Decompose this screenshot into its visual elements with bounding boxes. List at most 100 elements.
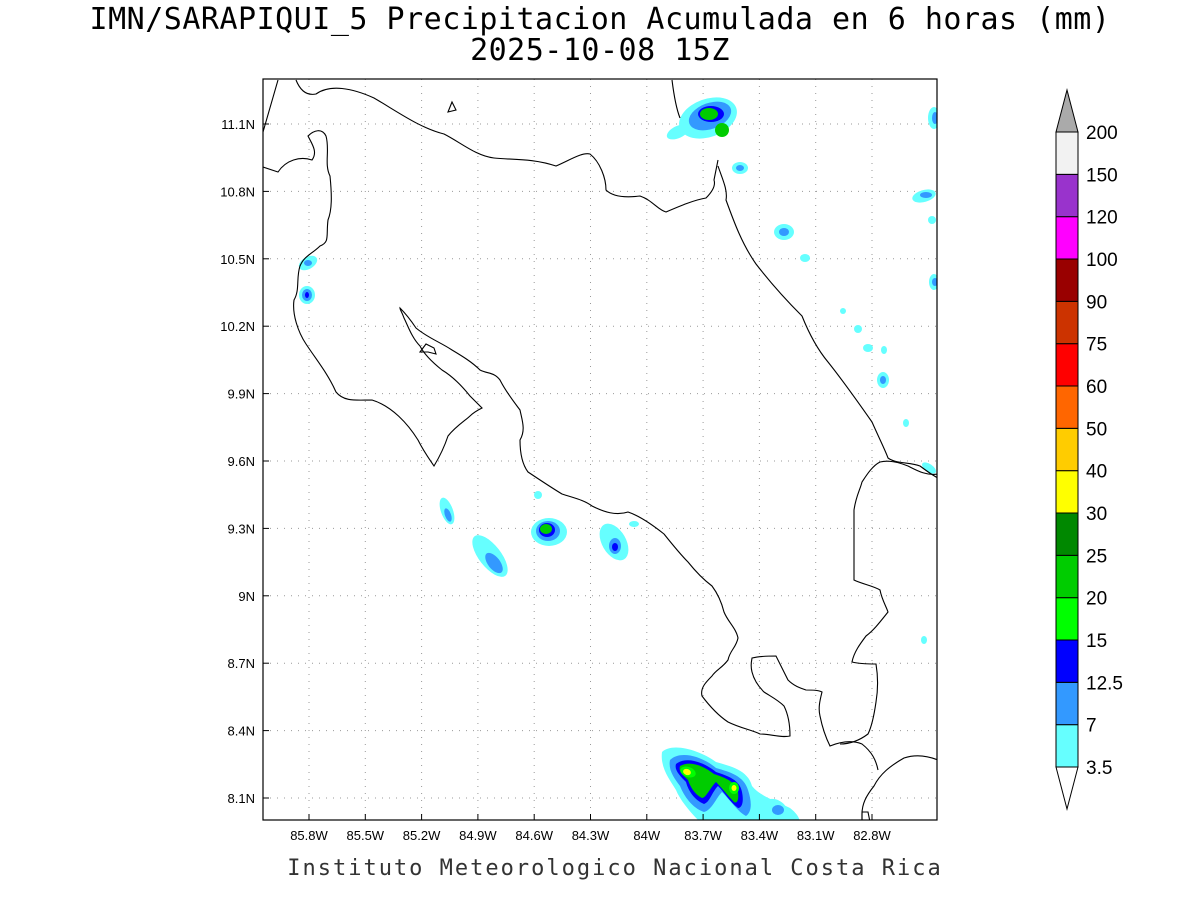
colorbar-label: 120 <box>1086 208 1118 229</box>
colorbar-label: 12.5 <box>1086 673 1123 694</box>
precip-cell <box>439 497 455 525</box>
map-gridlines <box>263 79 937 820</box>
colorbar-swatch <box>1055 343 1079 387</box>
colorbar-label: 90 <box>1086 292 1107 313</box>
coastline-osa-golfito <box>861 755 937 820</box>
map-title: IMN/SARAPIQUI_5 Precipitacion Acumulada … <box>89 2 1111 37</box>
colorbar-swatch <box>1055 681 1079 726</box>
colorbar-label: 150 <box>1086 165 1118 186</box>
lon-tick-label: 85.2W <box>403 828 441 843</box>
precip-cell <box>299 286 315 304</box>
precip-cell <box>863 344 873 352</box>
map-frame <box>262 78 938 821</box>
lat-tick-label: 8.1N <box>228 791 255 806</box>
precip-cell <box>928 216 936 224</box>
map-subtitle-date: 2025-10-08 15Z <box>470 33 730 68</box>
precip-cell <box>903 419 909 427</box>
colorbar-swatch <box>1055 639 1079 683</box>
colorbar-swatch <box>1055 470 1079 514</box>
colorbar-swatch <box>1055 258 1079 302</box>
precip-cell <box>854 325 862 333</box>
precip-cell <box>922 462 936 474</box>
precip-cell <box>534 491 542 499</box>
colorbar-label: 7 <box>1086 716 1097 737</box>
colorbar-swatch <box>1055 216 1079 260</box>
lat-tick-label: 8.7N <box>228 656 255 671</box>
colorbar-label: 60 <box>1086 377 1107 398</box>
lake-feature <box>418 343 437 355</box>
precip-cell <box>472 535 508 577</box>
precip-cell <box>929 274 937 290</box>
colorbar-label: 30 <box>1086 504 1107 525</box>
coastline-gulf-papagayo <box>263 130 879 771</box>
longitude-tick-labels: 85.8W 85.5W 85.2W 84.9W 84.6W 84.3W 84W 83.7W 83… <box>290 814 892 843</box>
colorbar-swatch <box>1055 554 1079 599</box>
precip-cell <box>877 372 889 388</box>
colorbar-label: 100 <box>1086 250 1118 271</box>
colorbar-label: 20 <box>1086 589 1107 610</box>
colorbar-label: 3.5 <box>1086 758 1112 779</box>
coastline-san-juan <box>671 79 681 119</box>
lon-tick-label: 82.8W <box>853 828 891 843</box>
lon-tick-label: 84.9W <box>459 828 497 843</box>
coastlines-and-borders <box>263 79 937 820</box>
precip-cell <box>531 518 567 546</box>
lon-tick-label: 83.1W <box>797 828 835 843</box>
lon-tick-label: 84.3W <box>572 828 610 843</box>
lat-tick-label: 11.1N <box>221 117 255 132</box>
colorbar-swatch <box>1055 173 1079 218</box>
lon-tick-label: 85.5W <box>347 828 385 843</box>
colorbar-swatch <box>1055 385 1079 429</box>
precip-cell <box>921 636 927 644</box>
precip-cell <box>666 97 737 140</box>
colorbar-swatch <box>1055 427 1079 472</box>
coastline-caribbean <box>717 165 937 479</box>
latitude-tick-labels: 11.1N 10.8N 10.5N 10.2N 9.9N 9.6N 9.3N 9N 8.7N 8.… <box>220 117 269 806</box>
lat-tick-label: 8.4N <box>228 724 255 739</box>
precip-cell <box>774 224 794 240</box>
lat-tick-label: 10.8N <box>220 184 255 199</box>
colorbar-arrow-low <box>1055 766 1079 811</box>
precip-cell <box>599 523 629 561</box>
colorbar-label: 200 <box>1086 123 1118 144</box>
precip-cell <box>912 189 936 203</box>
lat-tick-label: 10.5N <box>220 252 255 267</box>
colorbar-label: 40 <box>1086 462 1107 483</box>
colorbar-swatch <box>1055 724 1079 768</box>
colorbar-swatch <box>1055 300 1079 345</box>
colorbar-arrow-high <box>1055 88 1079 133</box>
precipitation-field <box>298 97 937 820</box>
lon-tick-label: 83.7W <box>684 828 722 843</box>
colorbar-swatch <box>1055 597 1079 641</box>
lat-tick-label: 9.3N <box>228 521 255 536</box>
precip-cell <box>736 165 744 171</box>
colorbar-label: 15 <box>1086 631 1107 652</box>
lat-tick-label: 9.9N <box>228 387 255 402</box>
colorbar: 3.5 7 12.5 15 20 25 30 40 50 60 75 90 100 120 150 200 <box>1055 88 1123 811</box>
colorbar-label: 75 <box>1086 335 1107 356</box>
precip-cell <box>881 346 887 354</box>
colorbar-label: 50 <box>1086 419 1107 440</box>
lon-tick-label: 83.4W <box>741 828 779 843</box>
lon-tick-label: 84.6W <box>515 828 553 843</box>
lon-tick-label: 85.8W <box>290 828 328 843</box>
colorbar-swatch <box>1055 512 1079 556</box>
coastline-nicaragua-lake <box>263 79 719 213</box>
footer-credit: Instituto Meteorologico Nacional Costa R… <box>287 856 943 881</box>
border-burica <box>861 811 871 820</box>
precip-cell <box>661 747 800 820</box>
precip-cell <box>629 521 639 527</box>
border-panama <box>839 460 937 745</box>
colorbar-swatch <box>1055 131 1079 175</box>
lat-tick-label: 9N <box>238 589 255 604</box>
lake-island <box>447 100 457 113</box>
precip-cell <box>928 107 937 129</box>
precip-cell <box>298 255 318 271</box>
precip-cell <box>800 254 810 262</box>
lon-tick-label: 84W <box>633 828 660 843</box>
precip-cell <box>840 308 846 314</box>
colorbar-label: 25 <box>1086 546 1107 567</box>
lat-tick-label: 9.6N <box>228 454 255 469</box>
lat-tick-label: 10.2N <box>220 319 255 334</box>
